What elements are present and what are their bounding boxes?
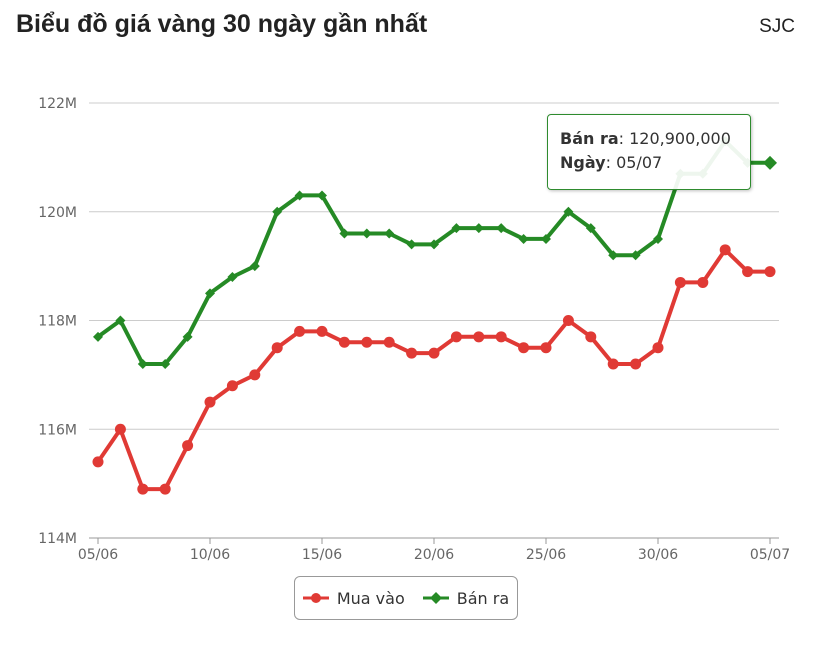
data-point-mua-vao	[428, 347, 440, 359]
data-point-mua-vao	[607, 358, 619, 370]
data-point-mua-vao	[540, 342, 552, 354]
tooltip-row-date: Ngày: 05/07	[560, 153, 663, 172]
data-point-ban-ra	[608, 250, 619, 261]
x-tick-label: 20/06	[414, 547, 454, 563]
axis-layer: 114M 116M 118M 120M 122M 05/06 10/06 15/06 20/06…	[38, 96, 790, 563]
data-point-ban-ra	[272, 206, 283, 217]
data-point-ban-ra	[406, 239, 417, 250]
tooltip-date-label: Ngày	[560, 153, 606, 172]
data-point-mua-vao	[182, 440, 194, 452]
x-tick-label: 05/06	[78, 547, 118, 563]
x-tick-label: 30/06	[638, 547, 678, 563]
data-point-ban-ra	[473, 223, 484, 234]
data-point-mua-vao	[383, 336, 395, 348]
data-point-mua-vao	[361, 336, 373, 348]
data-point-ban-ra	[361, 228, 372, 239]
tooltip-row-value: Bán ra: 120,900,000	[560, 129, 731, 148]
data-point-ban-ra	[496, 223, 507, 234]
x-tick-label: 15/06	[302, 547, 342, 563]
data-point-mua-vao	[764, 266, 776, 278]
tooltip-date: 05/07	[616, 153, 663, 172]
y-tick-label: 122M	[38, 96, 77, 112]
data-point-mua-vao	[249, 369, 261, 381]
data-point-ban-ra	[294, 190, 305, 201]
data-point-ban-ra	[429, 239, 439, 250]
data-point-ban-ra	[93, 331, 103, 342]
data-point-mua-vao	[630, 358, 642, 370]
data-point-ban-ra	[115, 315, 126, 326]
data-point-mua-vao	[652, 342, 664, 354]
y-tick-label: 120M	[38, 205, 77, 221]
data-point-mua-vao	[114, 423, 126, 435]
data-point-mua-vao	[562, 315, 574, 326]
tooltip-value: 120,900,000	[629, 129, 731, 148]
data-point-ban-ra	[518, 233, 529, 244]
data-point-ban-ra	[182, 331, 193, 342]
x-tick-label: 25/06	[526, 547, 566, 563]
data-point-mua-vao	[159, 483, 171, 495]
data-point-ban-ra	[205, 288, 215, 299]
data-point-ban-ra-highlighted	[763, 155, 777, 170]
data-point-mua-vao	[742, 266, 754, 278]
circle-marker-icon	[302, 593, 329, 603]
data-point-ban-ra	[160, 359, 171, 369]
x-tick-label: 05/07	[750, 547, 790, 563]
data-point-ban-ra	[563, 206, 574, 217]
data-point-ban-ra	[585, 223, 596, 234]
data-point-ban-ra	[317, 190, 327, 201]
data-point-mua-vao	[92, 456, 104, 468]
legend-item-mua-vao[interactable]: Mua vào	[302, 588, 405, 608]
data-point-mua-vao	[518, 342, 530, 354]
diamond-marker-icon	[422, 592, 449, 604]
data-point-mua-vao	[338, 336, 350, 348]
data-point-ban-ra	[249, 261, 260, 272]
data-point-mua-vao	[204, 396, 216, 408]
tooltip: Bán ra: 120,900,000 Ngày: 05/07	[547, 114, 751, 190]
data-point-mua-vao	[585, 331, 597, 343]
data-point-ban-ra	[137, 359, 148, 369]
chart-title: Biểu đồ giá vàng 30 ngày gần nhất	[16, 10, 428, 38]
data-point-mua-vao	[473, 331, 485, 343]
data-point-ban-ra	[541, 233, 551, 244]
y-tick-label: 116M	[38, 422, 77, 438]
data-point-ban-ra	[339, 228, 350, 239]
data-point-mua-vao	[719, 244, 731, 256]
data-point-ban-ra	[630, 250, 641, 261]
legend-label-ban-ra: Bán ra	[456, 588, 510, 608]
legend-label-mua-vao: Mua vào	[336, 588, 405, 608]
brand-label: SJC	[759, 16, 795, 37]
data-point-mua-vao	[137, 483, 149, 495]
data-point-mua-vao	[697, 276, 709, 288]
legend: Mua vào Bán ra	[294, 576, 518, 620]
data-point-mua-vao	[294, 325, 306, 337]
data-point-mua-vao	[226, 380, 238, 392]
y-tick-label: 114M	[38, 531, 77, 547]
data-point-ban-ra	[227, 272, 238, 282]
data-point-ban-ra	[384, 228, 395, 239]
data-point-mua-vao	[406, 347, 418, 359]
data-point-mua-vao	[495, 331, 507, 343]
x-tick-label: 10/06	[190, 547, 230, 563]
y-tick-label: 118M	[38, 314, 77, 330]
data-point-mua-vao	[316, 325, 328, 337]
data-point-ban-ra	[653, 233, 663, 244]
data-point-mua-vao	[450, 331, 462, 343]
data-point-mua-vao	[271, 342, 283, 354]
legend-item-ban-ra[interactable]: Bán ra	[422, 588, 510, 608]
series-line-mua-vao	[96, 247, 772, 492]
data-point-mua-vao	[674, 276, 686, 288]
data-point-ban-ra	[451, 223, 462, 234]
tooltip-series-label: Bán ra	[560, 129, 619, 148]
